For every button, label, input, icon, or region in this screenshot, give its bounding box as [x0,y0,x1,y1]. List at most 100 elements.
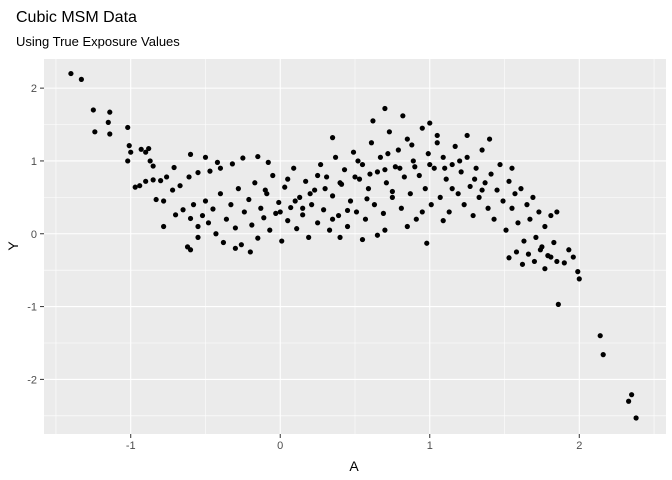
data-point [382,105,388,112]
data-point [146,145,152,152]
data-point [235,186,241,192]
data-point [276,199,282,206]
data-point [398,205,404,211]
data-point [576,276,582,282]
data-point [355,158,361,164]
data-point [424,240,430,246]
data-point [255,235,261,241]
data-point [479,147,485,153]
data-point [626,398,632,404]
data-point [530,194,536,200]
data-point [78,76,84,82]
data-point [374,232,381,238]
data-point [252,180,258,186]
data-point [367,171,373,177]
data-point [461,202,467,208]
data-point [307,191,313,197]
data-point [401,174,407,180]
data-point [455,191,461,197]
x-tick-label: -1 [126,440,136,452]
data-point [486,136,493,142]
data-point [125,158,131,164]
data-point [150,163,156,169]
data-point [527,216,533,222]
data-point [229,161,235,167]
data-point [356,176,363,182]
y-tick-label: 2 [31,83,37,95]
data-point [306,234,312,240]
data-point [238,242,244,248]
data-point [464,132,470,139]
data-point [291,165,297,171]
data-point [518,186,524,192]
data-point [458,169,464,175]
data-point [449,186,455,192]
data-point [629,392,635,398]
data-point [195,169,201,176]
data-point [449,161,455,168]
data-point [214,159,221,165]
data-point [261,215,267,221]
data-point [297,194,303,200]
data-point [400,113,406,119]
data-point [171,164,177,171]
data-point [554,258,560,265]
data-point [633,415,639,421]
y-axis-ticks: -2 -1 0 1 2 [27,83,44,386]
data-point [551,239,557,246]
data-point [329,193,336,199]
data-point [137,183,143,189]
data-point [220,239,227,246]
data-point [125,124,131,131]
data-point [413,216,419,222]
data-point [506,178,512,184]
data-point [428,202,434,208]
data-point [92,129,98,135]
y-tick-label: -2 [27,374,37,386]
data-point [555,301,561,307]
data-point [322,186,328,192]
data-point [374,169,381,175]
data-point [409,142,415,148]
data-point [217,165,224,171]
grid-lines [44,59,666,434]
data-point [347,198,354,204]
data-point [315,172,321,179]
data-point [279,238,285,244]
data-point [323,174,330,180]
data-point [422,186,428,192]
data-point [128,149,134,155]
data-point [364,196,370,202]
data-point [249,222,255,228]
data-point [147,158,153,164]
data-point [138,146,144,152]
data-point [377,154,384,160]
data-point [195,223,201,230]
data-point [68,70,74,77]
data-point [434,132,440,139]
x-tick-label: 2 [576,440,582,452]
data-point [500,198,506,204]
data-point [365,186,372,192]
data-point [172,212,179,218]
data-point [150,177,156,183]
data-point [332,154,339,160]
data-point [318,161,324,168]
data-point [427,120,433,126]
data-point [300,212,306,218]
data-point [434,140,440,146]
data-point [329,216,336,222]
data-point [359,161,366,168]
data-point [186,174,192,180]
data-point [476,194,482,200]
data-point [397,165,403,171]
data-point [267,227,273,233]
data-point [531,258,538,265]
data-point [488,171,494,177]
data-point [187,215,194,222]
data-point [300,205,306,211]
data-point [395,147,401,153]
data-point [479,187,485,193]
data-point [548,254,554,260]
data-point [161,198,167,204]
